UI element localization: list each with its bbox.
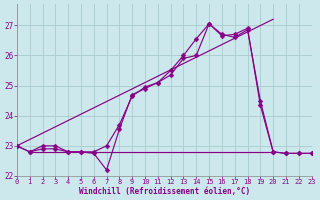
X-axis label: Windchill (Refroidissement éolien,°C): Windchill (Refroidissement éolien,°C) xyxy=(79,187,250,196)
